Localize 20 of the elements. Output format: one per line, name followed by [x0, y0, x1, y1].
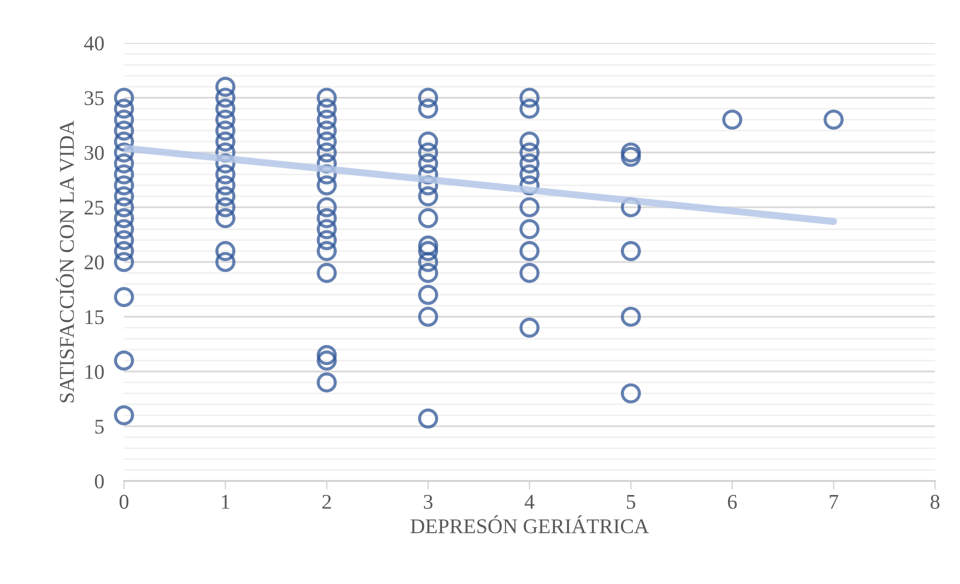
- x-tick-label: 8: [930, 494, 940, 509]
- y-tick-label: 25: [84, 200, 104, 215]
- x-axis-title: DEPRESÓN GERIÁTRICA: [410, 515, 649, 534]
- x-tick-label: 0: [120, 494, 128, 509]
- y-tick-label: 10: [86, 364, 104, 379]
- y-tick-label: 35: [84, 91, 104, 106]
- x-tick-label: 5: [626, 495, 636, 509]
- y-tick-label: 0: [94, 474, 104, 488]
- y-tick-label: 5: [95, 420, 104, 434]
- x-tick-label: 2: [322, 494, 331, 509]
- x-tick-label: 6: [728, 494, 737, 509]
- x-tick-label: 4: [524, 494, 534, 509]
- x-tick-label: 3: [424, 494, 433, 509]
- y-tick-label: 20: [84, 255, 104, 270]
- y-tick-label: 40: [84, 36, 104, 50]
- y-tick-label: 15: [86, 310, 104, 324]
- y-axis-title: SATISFACCIÓN CON LA VIDA: [56, 120, 74, 402]
- y-tick-label: 30: [84, 146, 104, 160]
- x-tick-label: 7: [830, 495, 838, 509]
- x-tick-label: 1: [222, 494, 230, 509]
